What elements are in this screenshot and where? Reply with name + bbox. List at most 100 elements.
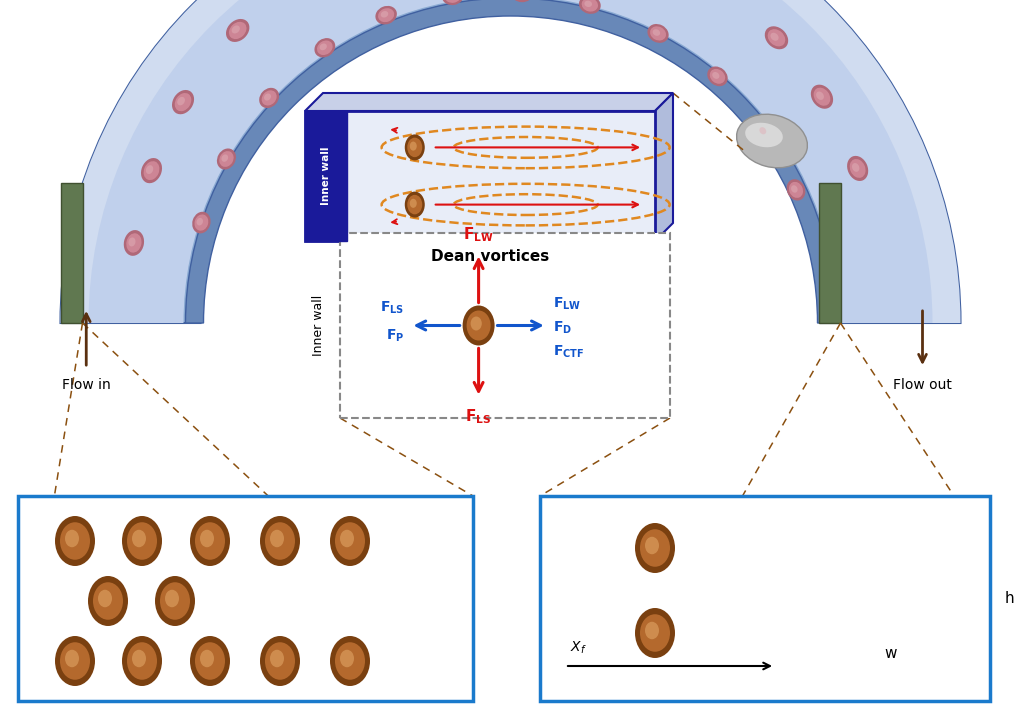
- Ellipse shape: [786, 179, 806, 200]
- Ellipse shape: [196, 218, 203, 225]
- Ellipse shape: [190, 636, 230, 686]
- Ellipse shape: [144, 161, 159, 180]
- Polygon shape: [819, 183, 840, 323]
- Ellipse shape: [771, 33, 779, 41]
- Ellipse shape: [640, 529, 670, 567]
- Ellipse shape: [160, 583, 190, 620]
- Ellipse shape: [409, 142, 417, 150]
- Ellipse shape: [124, 230, 144, 256]
- Text: $\mathbf{F_{CTF}}$: $\mathbf{F_{CTF}}$: [552, 343, 584, 359]
- Ellipse shape: [318, 41, 333, 55]
- Ellipse shape: [132, 650, 146, 667]
- Ellipse shape: [814, 88, 830, 106]
- Text: Inner wall: Inner wall: [312, 295, 325, 356]
- Ellipse shape: [60, 642, 90, 679]
- Ellipse shape: [791, 185, 797, 193]
- Ellipse shape: [261, 91, 277, 106]
- Ellipse shape: [847, 156, 868, 181]
- Ellipse shape: [172, 90, 194, 114]
- Ellipse shape: [409, 199, 417, 208]
- Ellipse shape: [708, 66, 728, 86]
- Ellipse shape: [216, 148, 236, 170]
- Ellipse shape: [335, 642, 364, 679]
- Ellipse shape: [760, 127, 766, 134]
- Ellipse shape: [192, 212, 210, 233]
- Ellipse shape: [93, 583, 123, 620]
- Ellipse shape: [270, 650, 284, 667]
- Ellipse shape: [852, 163, 860, 172]
- Text: $\mathbf{F_{LS}}$: $\mathbf{F_{LS}}$: [466, 408, 492, 426]
- Ellipse shape: [789, 182, 804, 198]
- Ellipse shape: [260, 636, 300, 686]
- Ellipse shape: [264, 93, 271, 101]
- Ellipse shape: [265, 522, 295, 560]
- Ellipse shape: [582, 0, 598, 11]
- Ellipse shape: [155, 576, 195, 626]
- Ellipse shape: [141, 158, 162, 183]
- Ellipse shape: [768, 29, 785, 46]
- Ellipse shape: [270, 530, 284, 548]
- Ellipse shape: [755, 121, 774, 142]
- Ellipse shape: [381, 11, 388, 18]
- Text: $\mathbf{F_{LW}}$: $\mathbf{F_{LW}}$: [552, 295, 581, 312]
- Ellipse shape: [320, 43, 327, 50]
- Ellipse shape: [88, 576, 128, 626]
- Ellipse shape: [635, 523, 675, 573]
- Ellipse shape: [127, 642, 157, 679]
- Polygon shape: [305, 93, 673, 111]
- Text: Dean vortices: Dean vortices: [431, 249, 549, 264]
- Ellipse shape: [314, 38, 335, 58]
- Wedge shape: [186, 0, 835, 323]
- Ellipse shape: [259, 88, 279, 108]
- Ellipse shape: [65, 530, 79, 548]
- Ellipse shape: [378, 8, 394, 22]
- Text: Inner wall: Inner wall: [321, 147, 331, 205]
- FancyBboxPatch shape: [305, 111, 347, 241]
- Ellipse shape: [226, 19, 249, 42]
- Ellipse shape: [758, 124, 772, 139]
- Ellipse shape: [165, 590, 179, 607]
- Ellipse shape: [650, 26, 666, 41]
- FancyBboxPatch shape: [340, 233, 670, 418]
- Text: $\mathbf{F_P}$: $\mathbf{F_P}$: [386, 327, 404, 344]
- Ellipse shape: [463, 305, 494, 346]
- Ellipse shape: [404, 134, 425, 160]
- Ellipse shape: [129, 237, 136, 247]
- Ellipse shape: [98, 590, 112, 607]
- Ellipse shape: [376, 6, 397, 24]
- Ellipse shape: [647, 24, 669, 43]
- Ellipse shape: [471, 317, 482, 331]
- Ellipse shape: [736, 114, 808, 168]
- Ellipse shape: [127, 522, 157, 560]
- Ellipse shape: [132, 530, 146, 548]
- Ellipse shape: [121, 636, 162, 686]
- Ellipse shape: [220, 151, 234, 167]
- Ellipse shape: [190, 516, 230, 566]
- Ellipse shape: [330, 516, 370, 566]
- Ellipse shape: [811, 85, 833, 109]
- Text: $\mathbf{F_D}$: $\mathbf{F_D}$: [552, 319, 572, 336]
- Ellipse shape: [816, 91, 824, 100]
- Ellipse shape: [194, 215, 208, 231]
- Text: w: w: [885, 646, 897, 661]
- Ellipse shape: [195, 642, 225, 679]
- Polygon shape: [655, 93, 673, 241]
- Ellipse shape: [765, 26, 788, 49]
- Ellipse shape: [265, 642, 295, 679]
- Ellipse shape: [444, 0, 461, 3]
- Ellipse shape: [579, 0, 600, 14]
- Ellipse shape: [745, 123, 783, 148]
- Ellipse shape: [713, 72, 720, 79]
- Ellipse shape: [640, 615, 670, 652]
- Ellipse shape: [146, 165, 153, 174]
- Ellipse shape: [195, 522, 225, 560]
- Ellipse shape: [175, 93, 191, 111]
- Ellipse shape: [335, 522, 364, 560]
- Ellipse shape: [55, 636, 95, 686]
- FancyBboxPatch shape: [18, 496, 473, 701]
- Ellipse shape: [584, 1, 592, 7]
- Text: Flow in: Flow in: [62, 378, 110, 392]
- Text: $\mathbf{F_{LW}}$: $\mathbf{F_{LW}}$: [464, 225, 494, 244]
- Ellipse shape: [652, 29, 661, 36]
- Ellipse shape: [512, 0, 533, 2]
